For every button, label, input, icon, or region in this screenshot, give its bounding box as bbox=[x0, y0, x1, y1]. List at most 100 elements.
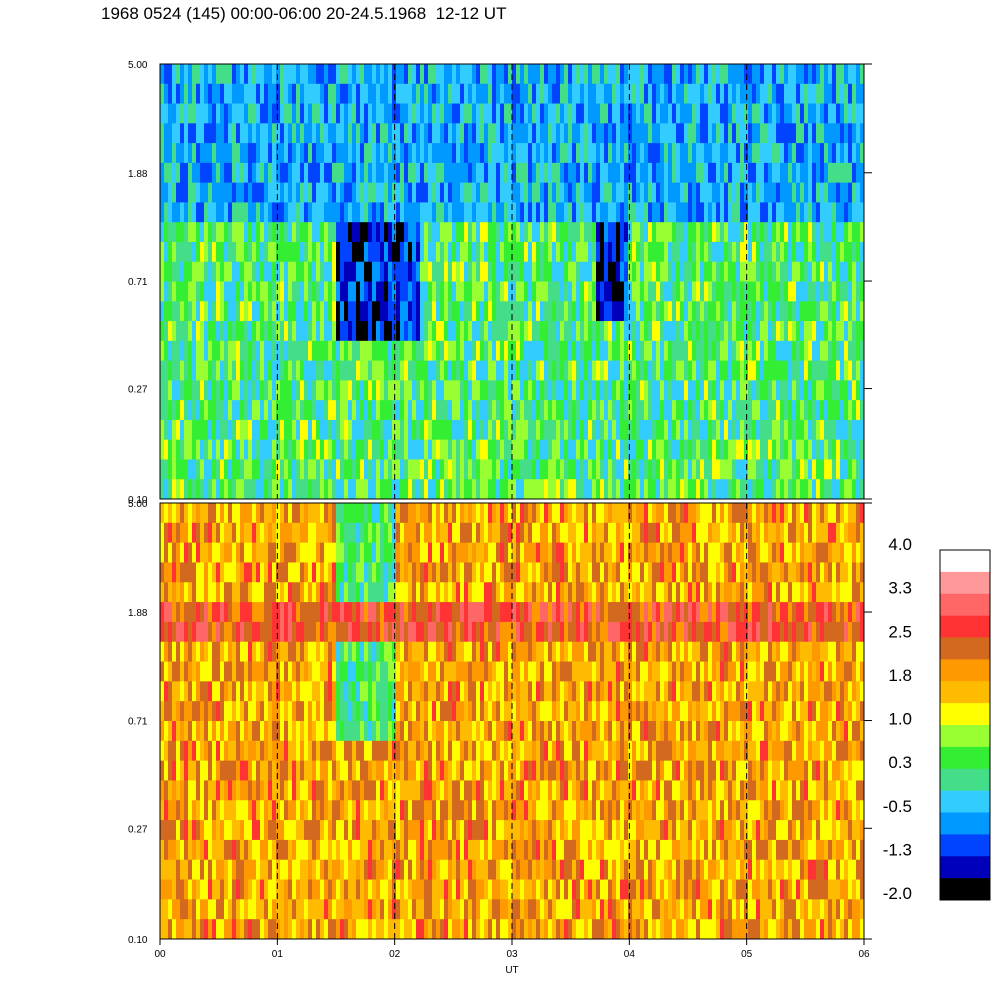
heat-cell bbox=[276, 820, 281, 841]
heat-cell bbox=[328, 439, 333, 460]
heat-cell bbox=[256, 261, 261, 282]
heat-cell bbox=[356, 582, 361, 603]
heat-cell bbox=[532, 340, 537, 361]
heat-cell bbox=[448, 103, 453, 124]
heat-cell bbox=[232, 340, 237, 361]
heat-cell bbox=[612, 182, 617, 203]
heat-cell bbox=[196, 562, 201, 583]
heat-cell bbox=[256, 820, 261, 841]
heat-cell bbox=[560, 64, 565, 85]
heat-cell bbox=[632, 202, 637, 223]
heat-cell bbox=[196, 64, 201, 85]
heat-cell bbox=[824, 241, 829, 263]
heat-cell bbox=[652, 340, 657, 361]
heat-cell bbox=[376, 439, 381, 460]
heat-cell bbox=[856, 321, 861, 342]
heat-cell bbox=[160, 641, 165, 662]
heat-cell bbox=[672, 241, 677, 263]
heat-cell bbox=[628, 123, 633, 144]
heat-cell bbox=[176, 64, 181, 85]
heat-cell bbox=[204, 562, 209, 583]
heat-cell bbox=[604, 222, 609, 243]
heat-cell bbox=[712, 439, 717, 460]
heat-cell bbox=[164, 542, 169, 563]
heat-cell bbox=[268, 839, 273, 861]
heat-cell bbox=[780, 400, 785, 421]
heat-cell bbox=[172, 301, 177, 322]
heat-cell bbox=[244, 103, 249, 124]
heat-cell bbox=[488, 479, 493, 500]
heat-cell bbox=[308, 621, 313, 643]
heat-cell bbox=[316, 760, 321, 781]
heat-cell bbox=[192, 582, 197, 603]
heat-cell bbox=[328, 919, 333, 940]
heat-cell bbox=[216, 859, 221, 880]
heat-cell bbox=[336, 459, 341, 480]
heat-cell bbox=[776, 103, 781, 124]
heat-cell bbox=[276, 162, 281, 184]
heat-cell bbox=[812, 340, 817, 361]
heat-cell bbox=[216, 380, 221, 401]
heat-cell bbox=[344, 202, 349, 223]
heat-cell bbox=[224, 701, 229, 722]
heat-cell bbox=[392, 123, 397, 144]
heat-cell bbox=[592, 380, 597, 401]
heat-cell bbox=[776, 202, 781, 223]
heat-cell bbox=[724, 380, 729, 401]
heat-cell bbox=[184, 641, 189, 662]
heat-cell bbox=[276, 503, 281, 524]
heat-cell bbox=[288, 582, 293, 603]
heat-cell bbox=[636, 162, 641, 184]
heat-cell bbox=[584, 400, 589, 421]
heat-cell bbox=[260, 760, 265, 781]
heat-cell bbox=[828, 222, 833, 243]
heat-cell bbox=[336, 522, 341, 544]
heat-cell bbox=[196, 182, 201, 203]
heat-cell bbox=[800, 202, 805, 223]
heat-cell bbox=[300, 222, 305, 243]
heat-cell bbox=[296, 542, 301, 563]
heat-cell bbox=[296, 522, 301, 544]
heat-cell bbox=[324, 459, 329, 480]
heat-cell bbox=[316, 661, 321, 682]
heat-cell bbox=[832, 83, 837, 104]
heat-cell bbox=[464, 439, 469, 460]
heat-cell bbox=[624, 143, 629, 164]
heat-cell bbox=[636, 143, 641, 164]
heat-cell bbox=[356, 562, 361, 583]
heat-cell bbox=[352, 202, 357, 223]
heat-cell bbox=[184, 202, 189, 223]
heat-cell bbox=[536, 143, 541, 164]
heat-cell bbox=[240, 859, 245, 880]
heat-cell bbox=[172, 839, 177, 861]
heat-cell bbox=[364, 162, 369, 184]
heat-cell bbox=[484, 439, 489, 460]
heat-cell bbox=[304, 340, 309, 361]
heat-cell bbox=[528, 459, 533, 480]
heat-cell bbox=[220, 182, 225, 203]
heat-cell bbox=[772, 64, 777, 85]
heat-cell bbox=[600, 340, 605, 361]
heat-cell bbox=[200, 899, 205, 920]
heat-cell bbox=[660, 439, 665, 460]
heat-cell bbox=[452, 380, 457, 401]
heat-cell bbox=[656, 261, 661, 282]
heat-cell bbox=[544, 281, 549, 302]
heat-cell bbox=[792, 123, 797, 144]
heat-cell bbox=[324, 681, 329, 702]
heat-cell bbox=[312, 582, 317, 603]
heat-cell bbox=[336, 261, 341, 282]
heat-cell bbox=[824, 182, 829, 203]
heat-cell bbox=[240, 261, 245, 282]
heat-cell bbox=[792, 281, 797, 302]
heat-cell bbox=[292, 64, 297, 85]
heat-cell bbox=[596, 83, 601, 104]
heat-cell bbox=[488, 360, 493, 381]
heat-cell bbox=[568, 162, 573, 184]
heat-cell bbox=[328, 820, 333, 841]
heat-cell bbox=[472, 123, 477, 144]
heat-cell bbox=[392, 83, 397, 104]
heat-cell bbox=[832, 103, 837, 124]
heat-cell bbox=[380, 340, 385, 361]
heat-cell bbox=[712, 83, 717, 104]
